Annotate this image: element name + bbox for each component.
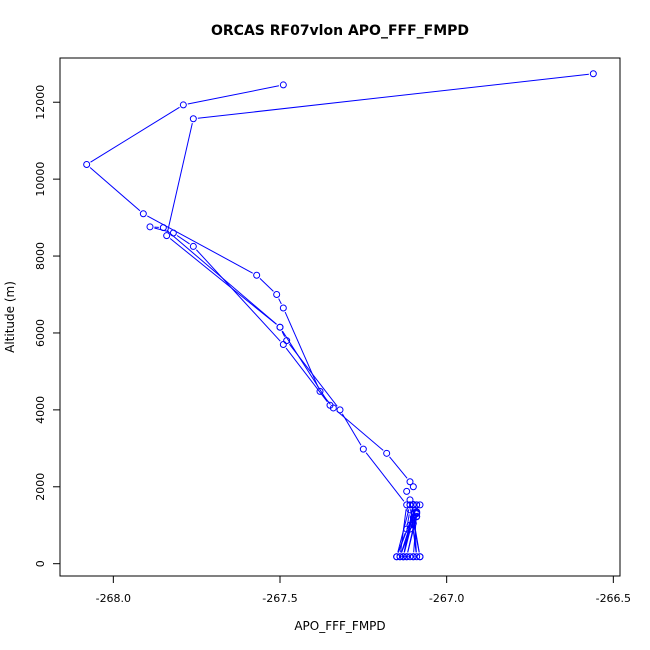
- data-point: [279, 81, 287, 89]
- series-line-segment: [278, 298, 282, 305]
- data-point: [336, 406, 344, 414]
- data-point: [393, 553, 401, 561]
- data-point: [413, 509, 421, 517]
- series-layer: [83, 70, 597, 561]
- data-point: [276, 323, 284, 331]
- series-line-segment: [365, 452, 405, 502]
- x-tick-label: -267.0: [429, 592, 464, 605]
- data-point: [383, 449, 391, 457]
- data-point: [409, 501, 417, 509]
- x-tick-label: -267.5: [262, 592, 297, 605]
- data-point: [416, 501, 424, 509]
- data-point: [416, 553, 424, 561]
- data-point: [253, 271, 261, 279]
- series-line-segment: [187, 85, 280, 105]
- data-point: [159, 224, 167, 232]
- data-point: [413, 553, 421, 561]
- data-point: [413, 512, 421, 520]
- series-line-segment: [259, 278, 274, 292]
- x-axis-title: APO_FFF_FMPD: [294, 619, 385, 633]
- data-point: [413, 501, 421, 509]
- plot-frame: [59, 57, 621, 577]
- y-axis-title: Altitude (m): [3, 281, 17, 353]
- data-point: [326, 401, 334, 409]
- data-point: [273, 291, 281, 299]
- x-tick-label: -268.0: [96, 592, 131, 605]
- y-tick-label: 12000: [34, 85, 47, 120]
- data-point: [403, 487, 411, 495]
- y-tick-label: 8000: [34, 242, 47, 270]
- y-axis: 0 2000 4000 6000 8000 10000 12000: [34, 85, 61, 567]
- series-line-segment: [401, 516, 416, 553]
- series-line-segment: [89, 167, 141, 212]
- data-point: [163, 232, 171, 240]
- data-point: [409, 483, 417, 491]
- y-tick-label: 4000: [34, 396, 47, 424]
- data-point: [406, 478, 414, 486]
- y-tick-label: 10000: [34, 162, 47, 197]
- data-point: [169, 229, 177, 237]
- data-point: [403, 501, 411, 509]
- data-point: [406, 521, 414, 529]
- series-line-segment: [167, 123, 193, 232]
- x-axis: -268.0 -267.5 -267.0 -266.5: [96, 575, 631, 605]
- data-point: [403, 553, 411, 561]
- series-line-segment: [176, 235, 190, 245]
- y-tick-label: 6000: [34, 319, 47, 347]
- series-line-segment: [90, 106, 180, 163]
- data-point: [189, 242, 197, 250]
- data-point: [316, 387, 324, 395]
- data-point: [179, 101, 187, 109]
- series-line-segment: [407, 516, 417, 553]
- series-line-segment: [341, 413, 362, 446]
- series-line-segment: [400, 509, 407, 553]
- series-line-segment: [197, 73, 589, 119]
- series-line-segment: [281, 331, 286, 337]
- data-point: [359, 445, 367, 453]
- y-tick-label: 0: [34, 560, 47, 567]
- series-line-segment: [389, 456, 408, 479]
- series-line-segment: [282, 330, 328, 402]
- series-line-segment: [169, 238, 277, 325]
- data-point: [396, 553, 404, 561]
- series-line-segment: [285, 347, 328, 402]
- data-point: [279, 340, 287, 348]
- data-point: [409, 553, 417, 561]
- data-point: [406, 501, 414, 509]
- data-point: [409, 514, 417, 522]
- data-point: [189, 115, 197, 123]
- data-point: [406, 525, 414, 533]
- series-line-segment: [284, 311, 319, 388]
- chart-title: ORCAS RF07vlon APO_FFF_FMPD: [211, 23, 469, 39]
- series-line-segment: [196, 249, 281, 342]
- x-tick-label: -266.5: [596, 592, 631, 605]
- data-point: [406, 506, 414, 514]
- y-tick-label: 2000: [34, 473, 47, 501]
- data-point: [279, 304, 287, 312]
- data-point: [406, 496, 414, 504]
- data-point: [399, 553, 407, 561]
- series-line-segment: [410, 509, 420, 553]
- data-point: [146, 223, 154, 231]
- data-point: [589, 70, 597, 78]
- data-point: [139, 210, 147, 218]
- data-point: [83, 161, 91, 169]
- data-point: [406, 553, 414, 561]
